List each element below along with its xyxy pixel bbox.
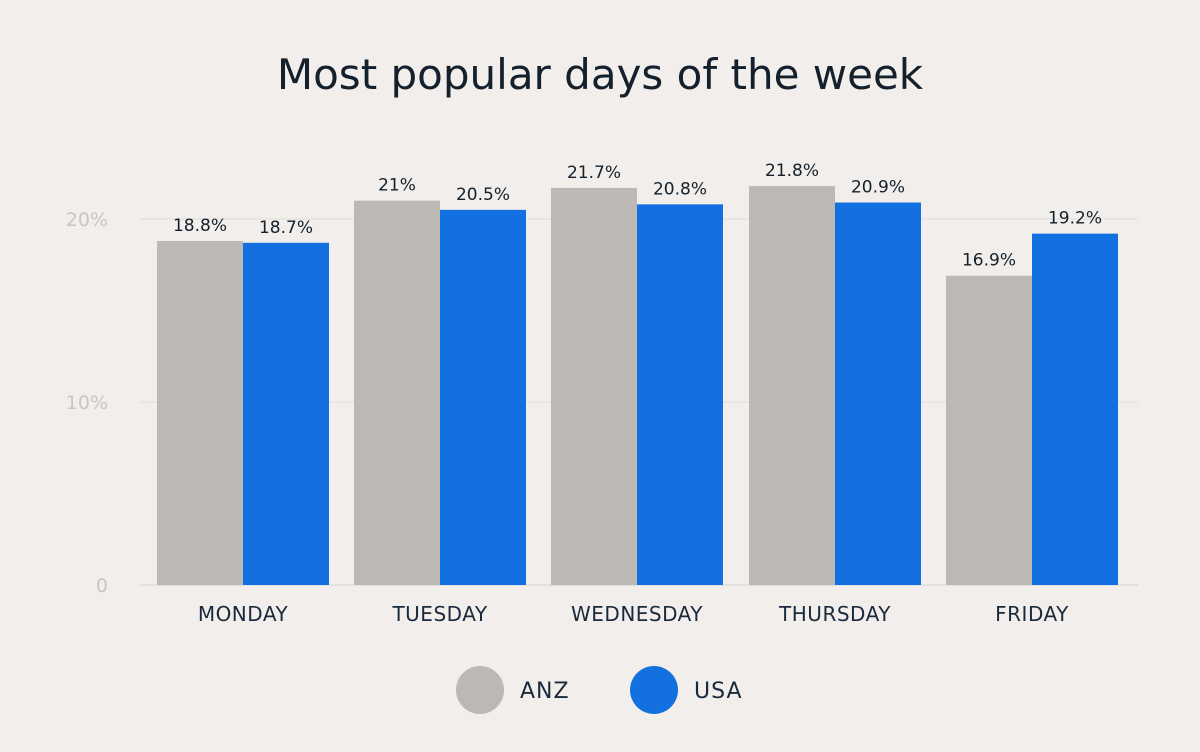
x-tick-label: THURSDAY bbox=[778, 602, 891, 626]
x-axis-ticks: MONDAY TUESDAY WEDNESDAY THURSDAY FRIDAY bbox=[198, 602, 1069, 626]
legend-swatch-usa bbox=[630, 666, 678, 714]
chart-title: Most popular days of the week bbox=[276, 50, 924, 99]
data-label: 20.9% bbox=[851, 178, 905, 198]
data-label: 18.8% bbox=[173, 216, 227, 236]
x-tick-label: FRIDAY bbox=[995, 602, 1069, 626]
data-label: 16.9% bbox=[962, 251, 1016, 271]
data-label: 21.7% bbox=[567, 163, 621, 183]
data-label: 20.8% bbox=[653, 179, 707, 199]
legend-label-usa: USA bbox=[694, 679, 743, 704]
bar-anz-tuesday bbox=[354, 200, 440, 585]
bar-usa-friday bbox=[1032, 233, 1118, 585]
data-label: 20.5% bbox=[456, 185, 510, 205]
bar-anz-friday bbox=[946, 275, 1032, 585]
data-label: 21.8% bbox=[765, 161, 819, 181]
y-axis-ticks: 0 10% 20% bbox=[66, 209, 108, 597]
data-labels: 18.8% 21% 21.7% 21.8% 16.9% 18.7% 20.5% 20.8% 20… bbox=[173, 161, 1102, 271]
data-label: 18.7% bbox=[259, 218, 313, 238]
y-tick-label: 0 bbox=[96, 575, 108, 597]
bar-anz-wednesday bbox=[551, 187, 637, 585]
x-tick-label: MONDAY bbox=[198, 602, 289, 626]
data-label: 21% bbox=[378, 176, 416, 196]
bar-usa-tuesday bbox=[440, 209, 526, 585]
bars bbox=[157, 186, 1118, 586]
x-tick-label: WEDNESDAY bbox=[571, 602, 703, 626]
x-tick-label: TUESDAY bbox=[391, 602, 487, 626]
legend-swatch-anz bbox=[456, 666, 504, 714]
bar-usa-wednesday bbox=[637, 204, 723, 586]
data-label: 19.2% bbox=[1048, 209, 1102, 229]
y-tick-label: 20% bbox=[66, 209, 108, 231]
legend: ANZ USA bbox=[456, 666, 743, 714]
bar-usa-monday bbox=[243, 242, 329, 586]
bar-anz-monday bbox=[157, 240, 243, 585]
legend-label-anz: ANZ bbox=[520, 679, 570, 704]
bar-usa-thursday bbox=[835, 202, 921, 585]
y-tick-label: 10% bbox=[66, 392, 108, 414]
bar-anz-thursday bbox=[749, 186, 835, 585]
